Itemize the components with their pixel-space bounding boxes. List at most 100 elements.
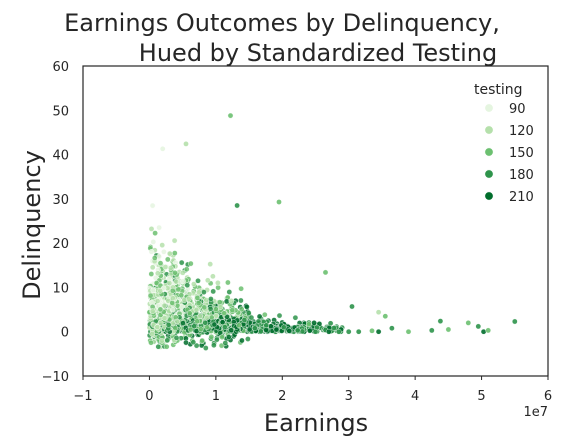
data-point — [159, 242, 165, 248]
y-tick-label: 30 — [52, 193, 69, 208]
data-point — [169, 287, 176, 294]
data-point — [273, 326, 280, 333]
data-point — [152, 230, 158, 236]
y-axis-ticks: −10 0 10 20 30 40 50 60 — [42, 60, 69, 385]
data-point — [217, 304, 224, 311]
data-point — [485, 327, 492, 334]
data-point — [311, 320, 317, 326]
data-point — [171, 250, 178, 256]
data-point — [155, 343, 162, 350]
data-point — [161, 248, 167, 255]
data-point — [382, 313, 389, 320]
data-point — [276, 312, 283, 319]
data-point — [187, 326, 194, 333]
data-point — [199, 337, 205, 344]
data-point — [154, 298, 161, 304]
data-point — [229, 307, 236, 313]
x-tick-label: 1 — [212, 389, 220, 404]
data-point — [181, 297, 188, 304]
x-tick-label: 4 — [411, 389, 419, 404]
data-point — [150, 239, 157, 245]
y-tick-label: −10 — [42, 370, 69, 385]
data-point — [179, 269, 186, 276]
data-point — [292, 314, 299, 321]
data-point — [195, 300, 202, 307]
data-point — [157, 306, 164, 313]
data-point — [294, 327, 301, 334]
data-point — [149, 308, 156, 315]
data-point — [211, 342, 217, 349]
data-point — [355, 328, 362, 335]
data-point — [349, 303, 355, 310]
data-point — [216, 299, 223, 306]
data-point — [238, 306, 245, 313]
data-point — [207, 306, 214, 312]
y-tick-label: 10 — [52, 281, 69, 296]
data-point — [480, 328, 487, 335]
data-point — [223, 298, 230, 305]
data-point — [191, 281, 197, 287]
data-point — [190, 339, 197, 346]
legend-swatch — [484, 191, 494, 201]
data-point — [193, 342, 200, 349]
data-point — [166, 280, 173, 286]
data-point — [215, 284, 221, 291]
data-point — [369, 327, 375, 334]
x-tick-label: 2 — [278, 389, 286, 404]
chart-title-line2: Hued by Standardized Testing — [139, 39, 497, 67]
data-point — [335, 328, 342, 335]
data-point — [166, 250, 173, 257]
data-point — [276, 199, 282, 205]
legend-label: 150 — [509, 146, 534, 161]
data-point — [147, 292, 154, 299]
data-point — [157, 320, 164, 326]
data-point — [184, 282, 191, 289]
data-point — [171, 237, 178, 244]
data-point — [157, 260, 164, 267]
data-point — [248, 314, 255, 321]
data-point — [236, 322, 242, 329]
data-point — [210, 288, 216, 295]
data-point — [148, 339, 154, 346]
data-point — [221, 310, 227, 317]
data-point — [208, 296, 214, 302]
data-point — [389, 325, 395, 332]
data-point — [161, 315, 168, 322]
data-point — [187, 260, 194, 267]
legend: testing 90 120 150 180 210 — [474, 82, 534, 205]
data-point — [193, 306, 200, 313]
data-point — [375, 309, 382, 316]
data-point — [180, 320, 186, 326]
data-point — [211, 321, 218, 328]
y-tick-label: 0 — [61, 326, 69, 341]
data-point — [228, 327, 234, 334]
data-point — [222, 340, 229, 346]
data-point — [202, 345, 209, 351]
data-point — [159, 338, 165, 344]
x-tick-label: 0 — [145, 389, 153, 404]
data-point — [213, 306, 219, 313]
data-point — [263, 322, 270, 329]
data-point — [214, 336, 220, 343]
data-point — [150, 287, 156, 294]
legend-title: testing — [474, 82, 523, 98]
data-point — [208, 333, 215, 340]
data-point — [251, 325, 258, 332]
data-point — [169, 295, 176, 302]
data-point — [227, 112, 234, 119]
data-point — [239, 337, 245, 344]
data-point — [306, 321, 312, 328]
legend-swatch — [484, 125, 494, 135]
data-point — [225, 334, 232, 340]
data-point — [201, 304, 208, 311]
data-point — [157, 287, 163, 294]
data-point — [149, 264, 156, 271]
data-point — [405, 328, 412, 335]
data-point — [186, 310, 193, 317]
data-point — [174, 318, 181, 325]
legend-swatch — [484, 169, 494, 179]
data-point — [151, 255, 158, 261]
data-point — [164, 256, 171, 263]
data-point — [164, 337, 171, 344]
